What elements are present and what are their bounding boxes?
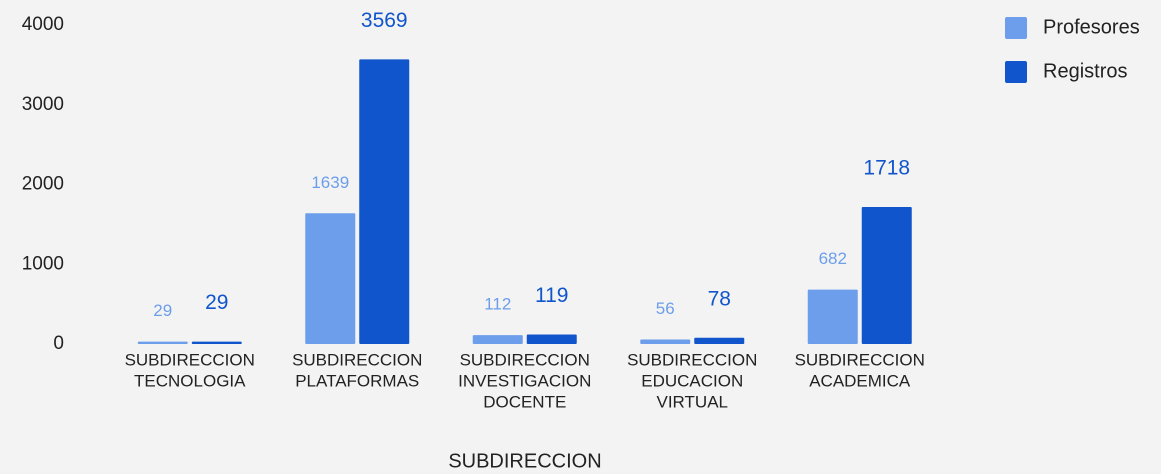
bar (137, 341, 188, 344)
legend-label: Profesores (1043, 16, 1140, 38)
data-label: 3569 (361, 9, 408, 32)
data-label: 682 (819, 249, 847, 268)
y-tick-label: 0 (53, 333, 64, 354)
x-tick-label: SUBDIRECCION (460, 350, 590, 369)
bar (861, 206, 912, 344)
x-tick-label: TECNOLOGIA (134, 371, 246, 390)
data-label: 1639 (311, 173, 349, 192)
legend-swatch (1005, 17, 1027, 39)
legend-swatch (1005, 61, 1027, 83)
x-tick-label: INVESTIGACION (458, 371, 591, 390)
bar (807, 289, 858, 344)
data-label: 29 (205, 291, 228, 314)
bar (191, 341, 242, 344)
bar (526, 334, 577, 344)
x-tick-label: EDUCACION (641, 371, 743, 390)
data-label: 119 (535, 284, 568, 307)
legend-label: Registros (1043, 60, 1127, 82)
x-tick-label: SUBDIRECCION (292, 350, 422, 369)
bar (305, 213, 356, 344)
data-label: 78 (708, 287, 731, 310)
x-tick-label: DOCENTE (483, 392, 566, 411)
x-tick-label: ACADEMICA (809, 371, 911, 390)
bar (640, 339, 691, 344)
x-tick-label: VIRTUAL (657, 392, 729, 411)
data-label: 56 (656, 299, 675, 318)
data-label: 112 (484, 295, 511, 314)
bar (359, 59, 410, 344)
x-tick-label: SUBDIRECCION (795, 350, 925, 369)
data-label: 1718 (863, 157, 910, 180)
y-tick-label: 1000 (22, 253, 64, 274)
x-tick-label: SUBDIRECCION (627, 350, 757, 369)
bar (694, 337, 745, 344)
x-tick-label: SUBDIRECCION (125, 350, 255, 369)
y-tick-label: 2000 (22, 174, 64, 195)
bar (472, 335, 523, 344)
y-tick-label: 3000 (22, 94, 64, 115)
x-axis-title: SUBDIRECCION (448, 450, 601, 472)
x-tick-label: PLATAFORMAS (295, 371, 419, 390)
data-label: 29 (153, 301, 172, 320)
y-tick-label: 4000 (22, 14, 64, 35)
